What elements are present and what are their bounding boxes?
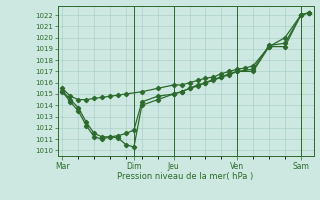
X-axis label: Pression niveau de la mer( hPa ): Pression niveau de la mer( hPa ) [117, 172, 254, 181]
